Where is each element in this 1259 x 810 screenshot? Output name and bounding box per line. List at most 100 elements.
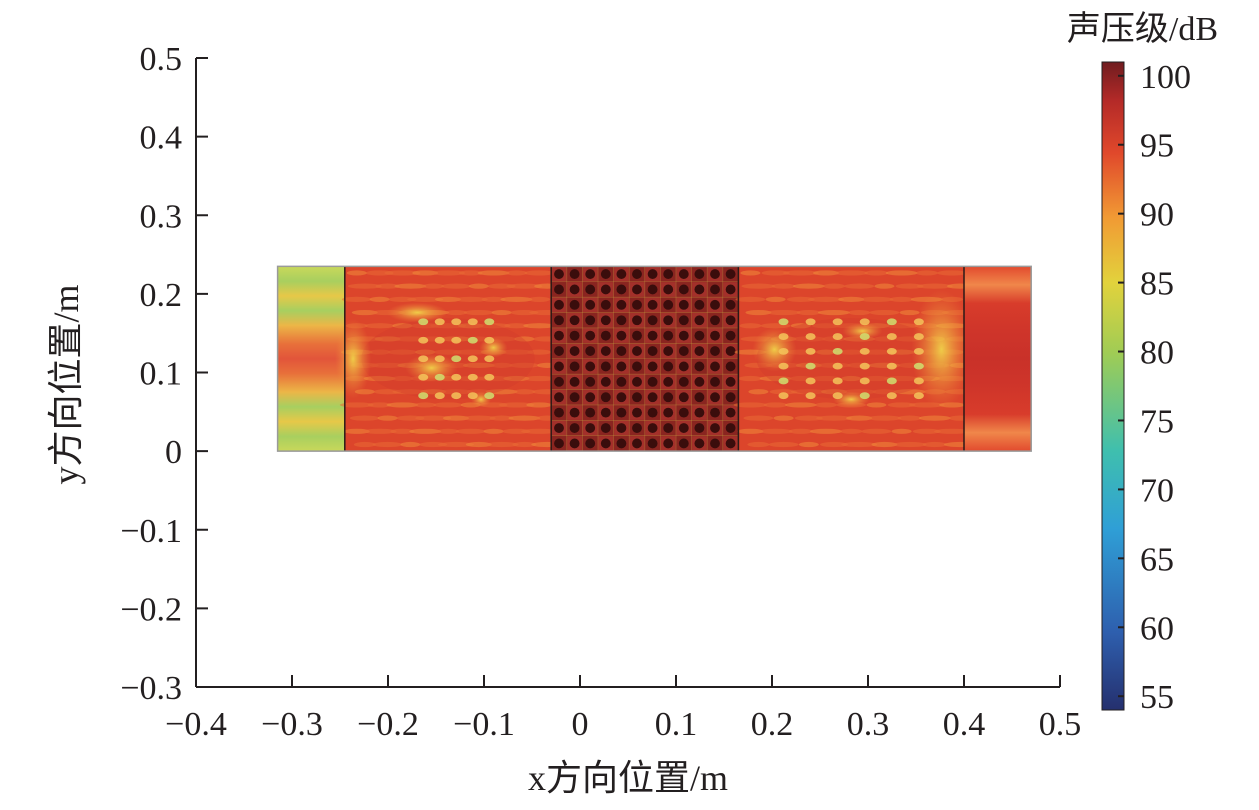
array-hole [600,315,611,326]
array-hole [616,346,627,356]
array-hole [632,361,642,372]
array-hole [569,315,580,326]
colorbar-tick-label: 80 [1140,335,1174,372]
array-hole [678,299,689,310]
array-hole [600,376,611,387]
region-4-texture [733,270,978,448]
array-hole [585,407,596,418]
array-hole [663,346,674,356]
x-tick-label: 0.2 [751,706,794,743]
array-hole [554,269,564,279]
array-hole [678,392,689,403]
array-hole [710,376,720,387]
array-hole [694,284,705,295]
array-hole [554,438,564,449]
array-hole [710,284,720,295]
array-hole [632,269,642,279]
array-hole [632,392,642,403]
y-tick-label: −0.2 [120,591,182,628]
array-hole [632,407,642,418]
array-hole [694,438,705,449]
x-tick-label: 0.1 [655,706,698,743]
array-hole [616,407,627,418]
array-hole [647,284,658,295]
array-hole [585,299,596,310]
array-hole [647,299,658,310]
array-hole [647,438,658,449]
array-hole [678,269,689,279]
array-hole [647,392,658,403]
array-hole [585,269,596,279]
array-hole [710,438,720,449]
array-hole [725,438,736,449]
array-hole [600,423,611,433]
array-hole [600,407,611,418]
array-hole [554,284,564,295]
array-hole [710,299,720,310]
array-hole [647,269,658,279]
array-hole [710,315,720,326]
array-hole [554,346,564,356]
array-hole [663,330,674,341]
x-tick-label: −0.3 [261,706,323,743]
array-hole [694,361,705,372]
array-hole [678,315,689,326]
array-hole [663,361,674,372]
array-hole [678,438,689,449]
region-1 [277,266,345,452]
array-hole [663,299,674,310]
y-tick-label: 0.5 [140,41,183,78]
array-hole [710,361,720,372]
array-hole [725,407,736,418]
array-hole [663,315,674,326]
array-hole [569,284,580,295]
array-hole [616,392,627,403]
array-hole [694,330,705,341]
array-hole [725,315,736,326]
array-hole [585,346,596,356]
array-hole [616,269,627,279]
array-hole [663,284,674,295]
array-hole [554,407,564,418]
array-hole [678,376,689,387]
array-hole [569,361,580,372]
array-hole [647,423,658,433]
array-hole [678,361,689,372]
array-hole [600,438,611,449]
array-hole [678,284,689,295]
axes: −0.3−0.2−0.100.10.20.30.40.5−0.4 −0.3 −0.2… [46,41,1081,798]
x-tick-label: 0.3 [847,706,890,743]
array-hole [632,315,642,326]
array-hole [569,299,580,310]
array-hole [554,361,564,372]
array-hole [710,330,720,341]
array-hole [569,423,580,433]
array-hole [600,346,611,356]
array-hole [600,361,611,372]
array-hole [725,330,736,341]
array-hole [647,346,658,356]
array-hole [569,438,580,449]
array-hole [632,299,642,310]
array-hole [585,392,596,403]
x-tick-label: −0.4 [165,706,227,743]
region-5 [964,266,1032,452]
array-hole [585,330,596,341]
array-hole [647,407,658,418]
array-hole [725,376,736,387]
array-hole [600,299,611,310]
array-hole [569,392,580,403]
colorbar-tick-label: 70 [1140,472,1174,509]
array-hole [725,361,736,372]
array-hole [600,392,611,403]
array-hole [725,284,736,295]
x-tick-label: −0.1 [453,706,515,743]
array-hole [694,269,705,279]
colorbar-tick-label: 95 [1140,128,1174,165]
array-hole [616,315,627,326]
array-hole [710,407,720,418]
y-tick-label: 0.3 [140,198,183,235]
array-hole [585,315,596,326]
array-hole [710,269,720,279]
array-hole [694,376,705,387]
